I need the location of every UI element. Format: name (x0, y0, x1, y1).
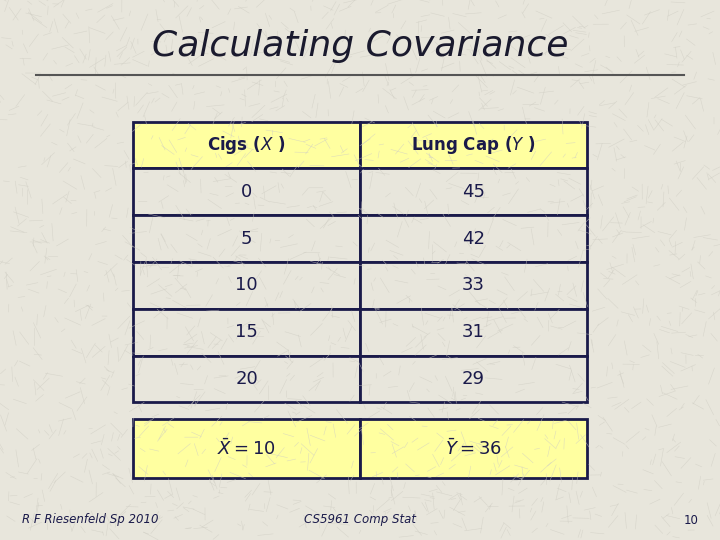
Bar (133, 355, 360, 402)
Text: Lung Cap ($\mathit{Y}$ ): Lung Cap ($\mathit{Y}$ ) (411, 134, 536, 156)
Bar (133, 262, 360, 309)
Bar (133, 168, 360, 215)
Text: 15: 15 (235, 323, 258, 341)
Text: 29: 29 (462, 370, 485, 388)
Text: $\bar{Y}=36$: $\bar{Y}=36$ (445, 438, 502, 458)
Text: 10: 10 (683, 514, 698, 526)
Text: 45: 45 (462, 183, 485, 201)
Bar (360, 355, 587, 402)
Text: 31: 31 (462, 323, 485, 341)
Bar (360, 215, 587, 262)
Text: 10: 10 (235, 276, 258, 294)
Bar (360, 309, 587, 355)
Text: CS5961 Comp Stat: CS5961 Comp Stat (304, 514, 416, 526)
Text: Calculating Covariance: Calculating Covariance (152, 29, 568, 63)
Text: Cigs ($\mathit{X}$ ): Cigs ($\mathit{X}$ ) (207, 134, 286, 156)
Text: 42: 42 (462, 230, 485, 247)
Text: 0: 0 (241, 183, 252, 201)
Text: 33: 33 (462, 276, 485, 294)
Bar (133, 309, 360, 355)
Bar (360, 262, 587, 309)
Text: 20: 20 (235, 370, 258, 388)
Text: R F Riesenfeld Sp 2010: R F Riesenfeld Sp 2010 (22, 514, 158, 526)
Bar (133, 215, 360, 262)
Text: 5: 5 (241, 230, 252, 247)
Bar (133, 122, 360, 168)
Bar (360, 168, 587, 215)
Bar (360, 122, 587, 168)
Text: $\bar{X}=10$: $\bar{X}=10$ (217, 438, 276, 458)
